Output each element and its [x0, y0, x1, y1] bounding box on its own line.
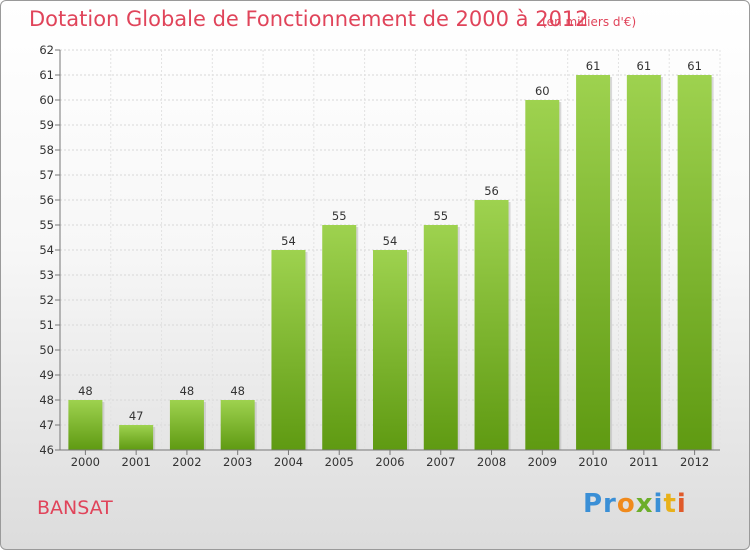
bars: 48 47 48 48 54 55 54 55 56 60 61 61 61	[68, 59, 714, 450]
y-tick-label: 51	[39, 318, 54, 332]
x-tick-label: 2001	[122, 455, 151, 469]
bar	[423, 225, 458, 450]
y-tick-label: 50	[39, 343, 54, 357]
bar	[322, 225, 357, 450]
x-tick-label: 2002	[172, 455, 201, 469]
x-tick-label: 2006	[375, 455, 404, 469]
bar-value-label: 48	[230, 384, 245, 398]
bar-value-label: 61	[637, 59, 652, 73]
y-tick-label: 49	[39, 368, 54, 382]
y-tick-label: 54	[39, 243, 54, 257]
bar-value-label: 55	[332, 209, 347, 223]
chart-subtitle: (en milliers d'€)	[542, 15, 637, 29]
bar-value-label: 47	[129, 409, 144, 423]
bar-value-label: 61	[687, 59, 702, 73]
x-tick-label: 2007	[426, 455, 455, 469]
bar	[626, 75, 661, 450]
bar	[119, 425, 154, 450]
bar	[271, 250, 306, 450]
x-tick-label: 2005	[325, 455, 354, 469]
y-tick-label: 48	[39, 393, 54, 407]
y-tick-label: 46	[39, 443, 54, 457]
chart-title: Dotation Globale de Fonctionnement de 20…	[29, 7, 589, 31]
logo-letter: i	[653, 489, 664, 519]
logo-letter: t	[663, 489, 677, 519]
bar	[169, 400, 204, 450]
commune-name: BANSAT	[37, 497, 113, 519]
bar	[373, 250, 407, 450]
proxiti-logo: Proxiti	[583, 489, 687, 519]
bar	[220, 400, 255, 450]
y-tick-label: 57	[39, 168, 54, 182]
x-tick-label: 2012	[680, 455, 709, 469]
logo-letter: o	[616, 489, 636, 519]
bar-value-label: 48	[78, 384, 93, 398]
bar-value-label: 54	[383, 234, 398, 248]
bar-value-label: 48	[180, 384, 195, 398]
y-tick-label: 47	[39, 418, 54, 432]
bar	[677, 75, 712, 450]
bar	[525, 100, 560, 450]
y-tick-label: 52	[39, 293, 54, 307]
bar	[68, 400, 103, 450]
y-tick-label: 55	[39, 218, 54, 232]
bar-value-label: 60	[535, 84, 550, 98]
y-tick-label: 53	[39, 268, 54, 282]
x-tick-label: 2008	[477, 455, 506, 469]
axes: 46 47 48 49 50 51 52 53 54 55 56 57 58 59 60 61 62 2000 20…	[39, 43, 720, 469]
y-tick-label: 61	[39, 68, 54, 82]
bar	[576, 75, 611, 450]
bar-value-label: 56	[484, 184, 499, 198]
y-tick-label: 59	[39, 118, 54, 132]
x-tick-label: 2000	[71, 455, 100, 469]
y-tick-label: 58	[39, 143, 54, 157]
bar-value-label: 54	[281, 234, 296, 248]
y-tick-label: 62	[39, 43, 54, 57]
bar	[474, 200, 509, 450]
bar-value-label: 55	[433, 209, 448, 223]
x-tick-label: 2011	[629, 455, 658, 469]
x-tick-label: 2010	[578, 455, 607, 469]
x-tick-label: 2009	[528, 455, 557, 469]
logo-letter: x	[635, 489, 654, 519]
bar-value-label: 61	[586, 59, 601, 73]
logo-letter: Pr	[583, 489, 617, 519]
x-tick-label: 2003	[223, 455, 252, 469]
logo-letter: i	[676, 489, 687, 519]
x-tick-label: 2004	[274, 455, 303, 469]
y-tick-label: 56	[39, 193, 54, 207]
y-tick-label: 60	[39, 93, 54, 107]
